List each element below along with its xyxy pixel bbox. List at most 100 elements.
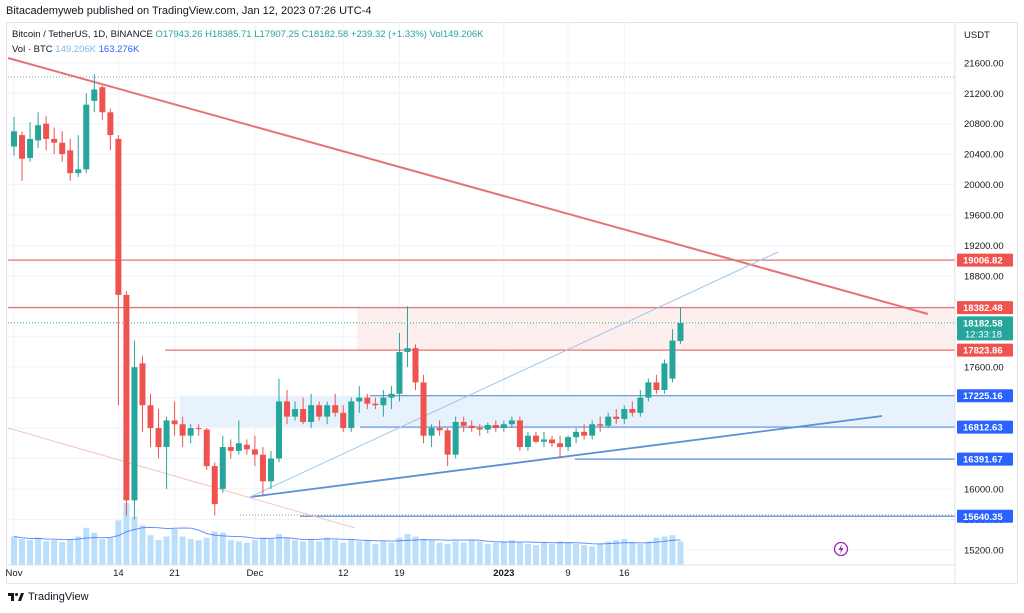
price-tick-label: 19200.00 <box>964 241 1004 252</box>
vol-value-b: 163.276K <box>98 44 140 55</box>
volume-bar <box>219 532 226 565</box>
volume-bar <box>43 541 50 565</box>
volume-bar <box>364 540 371 565</box>
candle-body <box>492 425 499 429</box>
volume-bar <box>123 503 130 565</box>
legend-volume: Vol149.206K <box>429 29 484 40</box>
candle-body <box>372 403 379 406</box>
candle-body <box>51 138 58 143</box>
volume-bar <box>99 538 106 565</box>
price-tick-label: 16000.00 <box>964 484 1004 495</box>
volume-bar <box>396 537 403 565</box>
legend-change: +239.32 (+1.33%) <box>350 29 427 40</box>
candle-body <box>163 420 170 448</box>
volume-bar <box>388 542 395 565</box>
candle-body <box>35 125 42 141</box>
candle-body <box>573 431 580 438</box>
vol-label[interactable]: Vol · BTC <box>12 44 53 55</box>
candle-body <box>139 363 146 406</box>
candle-body <box>27 138 34 158</box>
candle-body <box>91 89 98 101</box>
price-label-box <box>957 452 1013 466</box>
candle-body <box>540 439 547 442</box>
volume-bar <box>91 532 98 565</box>
candle-body <box>500 424 507 429</box>
candle-body <box>251 449 258 455</box>
resistance-zone <box>357 307 955 351</box>
price-tick-label: 18800.00 <box>964 271 1004 282</box>
candle-body <box>300 409 307 422</box>
price-label-text: 17823.86 <box>963 346 1003 357</box>
candle-body <box>259 454 266 482</box>
time-tick-label: 21 <box>169 568 180 579</box>
volume-bar <box>380 541 387 565</box>
lightning-bolt-icon <box>838 544 844 554</box>
ohlc-legend: Bitcoin / TetherUS, 1D, BINANCE O17943.2… <box>12 29 484 40</box>
candle-body <box>653 382 660 390</box>
candle-body <box>661 363 668 390</box>
candle-body <box>589 424 596 436</box>
volume-bar <box>259 537 266 565</box>
volume-bar <box>372 543 379 565</box>
volume-bar <box>629 542 636 565</box>
candle-body <box>332 405 339 413</box>
volume-bar <box>452 541 459 565</box>
legend-symbol[interactable]: Bitcoin / TetherUS, 1D, BINANCE <box>12 29 153 40</box>
legend-high: H18385.71 <box>205 29 252 40</box>
volume-bar <box>107 537 114 565</box>
volume-bar <box>267 538 274 565</box>
candle-body <box>404 348 411 352</box>
price-label-text: 16391.67 <box>963 455 1003 466</box>
candle-body <box>123 294 130 501</box>
volume-bar <box>540 542 547 565</box>
volume-bar <box>115 520 122 565</box>
volume-bar <box>444 543 451 565</box>
price-tick-label: 19600.00 <box>964 211 1004 222</box>
price-tick-label: 20800.00 <box>964 119 1004 130</box>
candle-body <box>484 425 491 430</box>
candle-body <box>187 428 194 436</box>
footer-brand-text: TradingView <box>28 591 89 603</box>
price-label-text: 16812.63 <box>963 423 1003 434</box>
price-label-text: 18182.58 <box>963 318 1003 329</box>
volume-bar <box>597 543 604 565</box>
volume-bar <box>300 541 307 565</box>
volume-bar <box>59 542 66 565</box>
candle-body <box>147 405 154 429</box>
candle-body <box>613 416 620 419</box>
candle-body <box>621 409 628 419</box>
volume-bar <box>573 543 580 565</box>
price-tick-label: 21200.00 <box>964 89 1004 100</box>
candle-body <box>581 431 588 436</box>
volume-bar <box>179 536 186 565</box>
candle-body <box>549 439 556 444</box>
price-tick-label: 17600.00 <box>964 363 1004 374</box>
footer-brand[interactable]: TradingView <box>8 591 89 603</box>
candle-body <box>203 429 210 467</box>
candle-body <box>605 416 612 426</box>
candle-body <box>99 87 106 113</box>
legend-close: C18182.58 <box>301 29 349 40</box>
volume-bar <box>476 541 483 565</box>
volume-bar <box>532 545 539 565</box>
candle-body <box>669 340 676 379</box>
volume-bar <box>316 541 323 565</box>
candle-body <box>308 405 315 422</box>
faint-trend-line <box>7 427 356 529</box>
time-tick-label: 19 <box>394 568 405 579</box>
volume-bar <box>549 543 556 565</box>
volume-bar <box>484 543 491 565</box>
chart-frame[interactable] <box>6 22 1018 584</box>
price-label-text: 17225.16 <box>963 391 1003 402</box>
candlestick-chart[interactable]: USDT15200.0015600.0016000.0016400.001680… <box>0 0 1024 590</box>
volume-bar <box>155 540 162 565</box>
candle-body <box>284 401 291 417</box>
candle-body <box>637 397 644 413</box>
candle-body <box>107 112 114 136</box>
volume-bar <box>139 525 146 565</box>
volume-bar <box>308 538 315 565</box>
price-label-box <box>957 420 1013 434</box>
volume-bar <box>428 540 435 565</box>
price-label-countdown: 12:33:18 <box>965 329 1002 340</box>
time-tick-label: 2023 <box>493 568 514 579</box>
